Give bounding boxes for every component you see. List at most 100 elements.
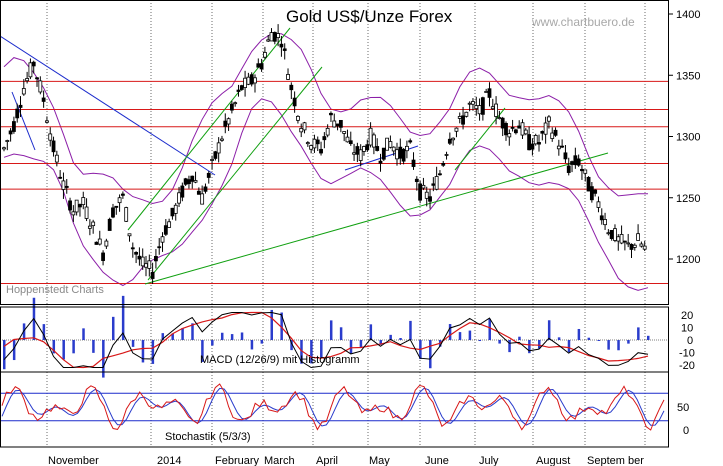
candle-body <box>599 215 604 221</box>
macd-histogram-bar <box>12 340 16 361</box>
candle-body <box>537 142 541 145</box>
month-label: May <box>369 455 390 466</box>
candle-body <box>428 196 432 202</box>
stochastic-tick-label: 0 <box>683 425 689 437</box>
candle-body <box>101 252 105 261</box>
macd-histogram-bar <box>270 309 274 340</box>
candle-body <box>580 168 584 172</box>
candle-body <box>560 145 565 148</box>
candle-body <box>616 236 621 242</box>
macd-histogram-bar <box>359 340 363 349</box>
candle-body <box>18 104 23 108</box>
candle-body <box>220 138 224 141</box>
candle-body <box>421 184 426 189</box>
candle-body <box>467 102 472 105</box>
candle-body <box>160 236 165 243</box>
candle-body <box>441 162 446 166</box>
macd-histogram-bar <box>52 340 56 354</box>
macd-histogram-bar <box>597 340 600 341</box>
candle-body <box>487 88 492 98</box>
candle-body <box>550 132 555 139</box>
chart-title: Gold US$/Unze Forex <box>286 7 453 26</box>
macd-histogram-bar <box>567 340 571 353</box>
candle-body <box>213 151 218 159</box>
macd-histogram-bar <box>498 340 501 344</box>
macd-histogram-bar <box>647 335 650 340</box>
candle-body <box>461 115 465 125</box>
macd-histogram-bar <box>171 333 174 340</box>
candle-body <box>438 173 442 176</box>
candle-body <box>107 218 112 231</box>
macd-histogram-bar <box>201 340 204 362</box>
candle-body <box>589 186 594 201</box>
candle-body <box>523 129 528 135</box>
candle-body <box>150 271 155 279</box>
macd-histogram-bar <box>409 320 412 340</box>
candle-body <box>636 233 640 241</box>
candle-body <box>259 63 264 70</box>
macd-histogram-bar <box>300 340 303 364</box>
candle-body <box>315 139 320 145</box>
macd-histogram-bar <box>429 340 432 369</box>
macd-histogram-bar <box>617 340 620 351</box>
candle-body <box>282 48 287 51</box>
candle-body <box>622 240 627 243</box>
candle-body <box>233 102 238 105</box>
candle-body <box>58 176 63 179</box>
macd-histogram-bar <box>538 340 541 349</box>
candle-body <box>21 88 26 95</box>
candle-body <box>187 179 191 185</box>
candle-body <box>124 207 129 222</box>
candle-body <box>424 191 429 199</box>
candle-body <box>226 118 231 125</box>
macd-tick-label: -20 <box>679 360 695 372</box>
candle-body <box>527 134 532 151</box>
candle-body <box>196 190 201 195</box>
candle-body <box>134 251 139 255</box>
candle-body <box>319 148 323 154</box>
macd-tick-label: 0 <box>687 335 693 347</box>
candle-body <box>573 155 578 166</box>
candle-body <box>206 172 211 178</box>
candle-body <box>114 205 119 208</box>
candle-body <box>375 146 380 151</box>
macd-histogram-bar <box>310 340 313 364</box>
candle-body <box>405 145 409 152</box>
candle-body <box>256 63 261 68</box>
candle-body <box>431 183 436 186</box>
candle-body <box>45 120 49 123</box>
candle-body <box>2 147 6 150</box>
month-label: February <box>215 455 260 466</box>
uptrend-channel-line-upper <box>127 27 291 231</box>
candle-body <box>239 85 244 90</box>
candle-body <box>104 240 109 247</box>
candle-body <box>629 243 634 250</box>
macd-histogram-bar <box>121 295 125 340</box>
candle-body <box>484 91 489 93</box>
month-label: March <box>264 455 295 466</box>
macd-histogram-bar <box>131 340 135 347</box>
price-tick-label: 1300 <box>676 132 700 144</box>
macd-histogram-bar <box>260 340 264 344</box>
macd-histogram-bar <box>478 340 482 342</box>
candle-body <box>8 130 13 135</box>
candle-body <box>603 219 607 226</box>
candle-body <box>296 115 300 121</box>
candle-body <box>41 97 46 102</box>
candle-body <box>464 111 469 117</box>
candle-body <box>163 225 168 235</box>
candle-body <box>325 127 330 136</box>
candle-body <box>147 260 152 269</box>
macd-histogram-bar <box>220 332 224 340</box>
candle-body <box>632 244 637 248</box>
candle-body <box>78 204 82 208</box>
macd-histogram-bar <box>379 340 382 345</box>
candle-body <box>203 186 208 192</box>
candle-body <box>64 185 69 188</box>
candle-body <box>613 228 617 241</box>
candle-body <box>5 140 10 142</box>
candle-body <box>507 133 512 138</box>
candle-body <box>31 61 36 67</box>
candle-body <box>365 144 370 151</box>
candle-body <box>272 31 277 42</box>
